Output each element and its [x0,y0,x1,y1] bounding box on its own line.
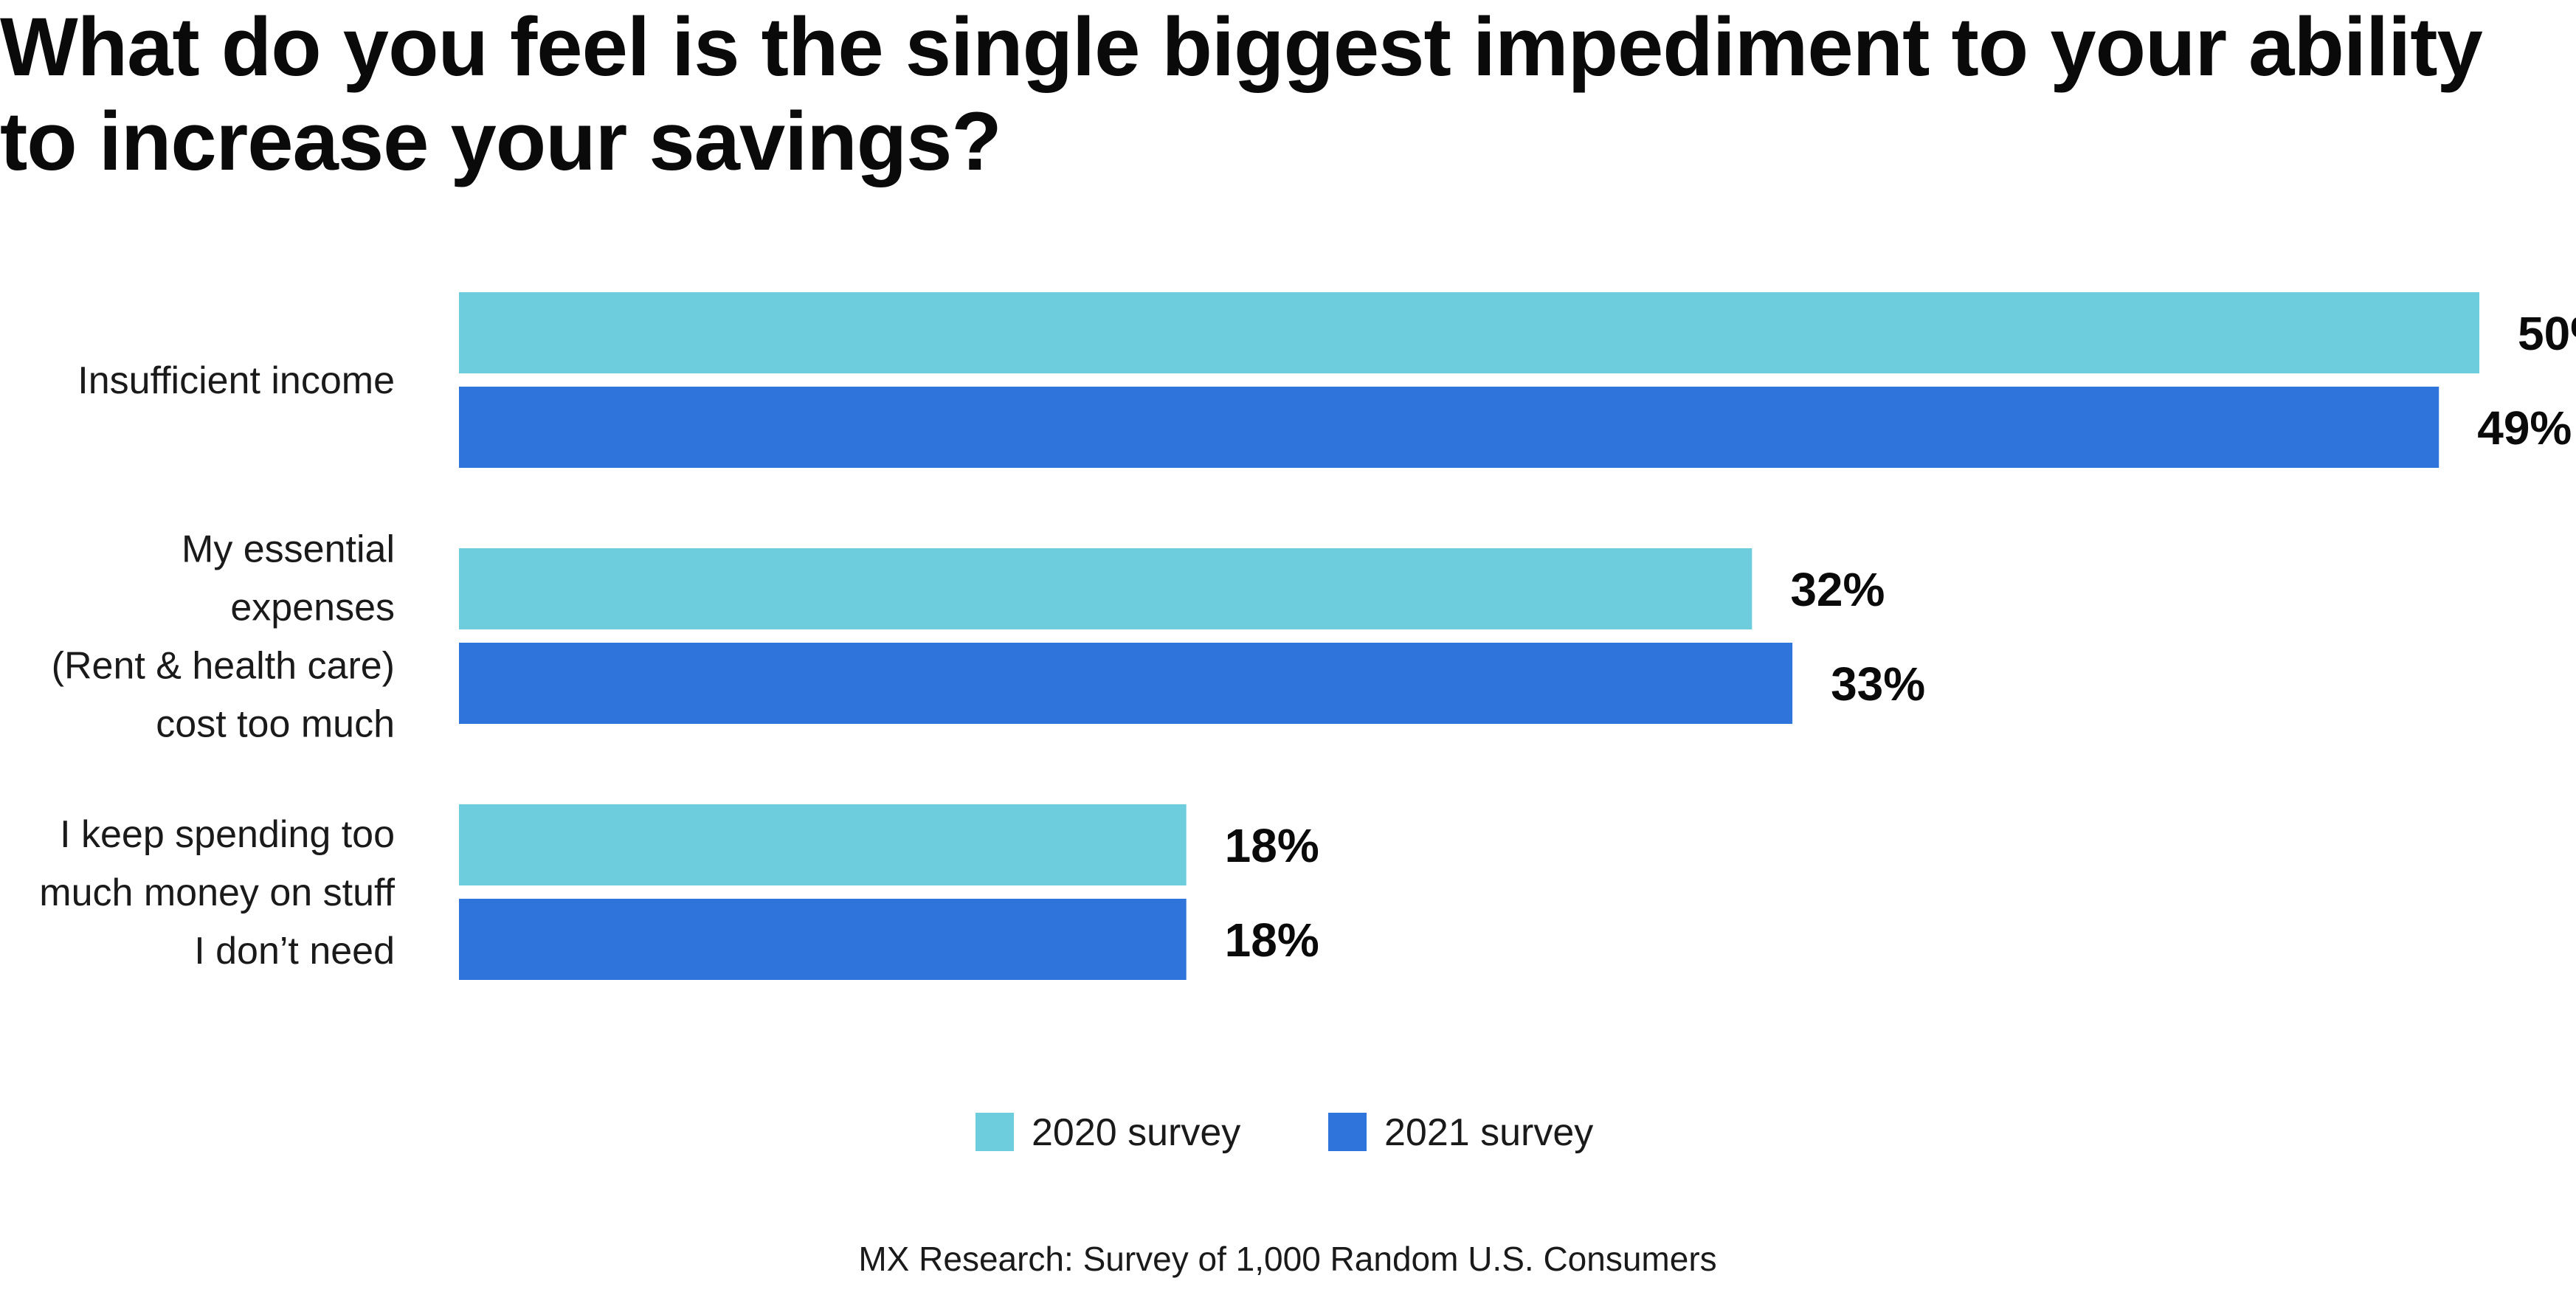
value-label-a-cat-3: 18% [1225,819,1319,872]
legend-label-2: 2021 survey [1384,1111,1593,1154]
legend-label-1: 2020 survey [1032,1111,1240,1154]
category-label-line: much money on stuff [39,871,395,914]
bar-a-cat-2 [459,548,1753,629]
value-label-a-cat-1: 50% [2518,307,2576,360]
category-label-line: cost too much [156,703,395,746]
category-label-line: (Rent & health care) [52,645,395,688]
chart-title-line-2: to increase your savings? [0,95,1002,187]
bar-a-cat-1 [459,292,2479,373]
category-label-2: My essential expenses (Rent & health care)… [52,528,395,746]
category-label-line: expenses [230,587,395,629]
legend-swatch-2 [1328,1113,1367,1151]
value-label-a-cat-2: 32% [1790,563,1885,616]
bar-a-cat-3 [459,804,1187,885]
labels-layer: 50% 49% Insufficient income 32% 33% My essent… [39,307,2576,973]
bar-b-cat-2 [459,643,1793,724]
bar-b-cat-1 [459,387,2439,468]
value-label-b-cat-3: 18% [1225,914,1319,967]
category-label-3: I keep spending too much money on stuff I … [39,813,395,973]
source-note: MX Research: Survey of 1,000 Random U.S.… [858,1240,1716,1278]
legend-swatch-1 [976,1113,1014,1151]
chart-title-line-1: What do you feel is the single biggest i… [0,1,2483,93]
legend: 2020 survey 2021 survey [976,1111,1593,1154]
category-label-line: I keep spending too [60,813,395,856]
category-label-line: My essential [182,528,395,571]
category-label-1: Insufficient income [77,359,395,402]
chart-title: What do you feel is the single biggest i… [0,0,2568,189]
value-label-b-cat-1: 49% [2477,401,2572,455]
value-label-b-cat-2: 33% [1831,657,1925,711]
category-label-line: I don’t need [194,930,395,973]
bar-b-cat-3 [459,899,1187,980]
category-label-line: Insufficient income [77,359,395,402]
bars-layer [459,292,2479,980]
